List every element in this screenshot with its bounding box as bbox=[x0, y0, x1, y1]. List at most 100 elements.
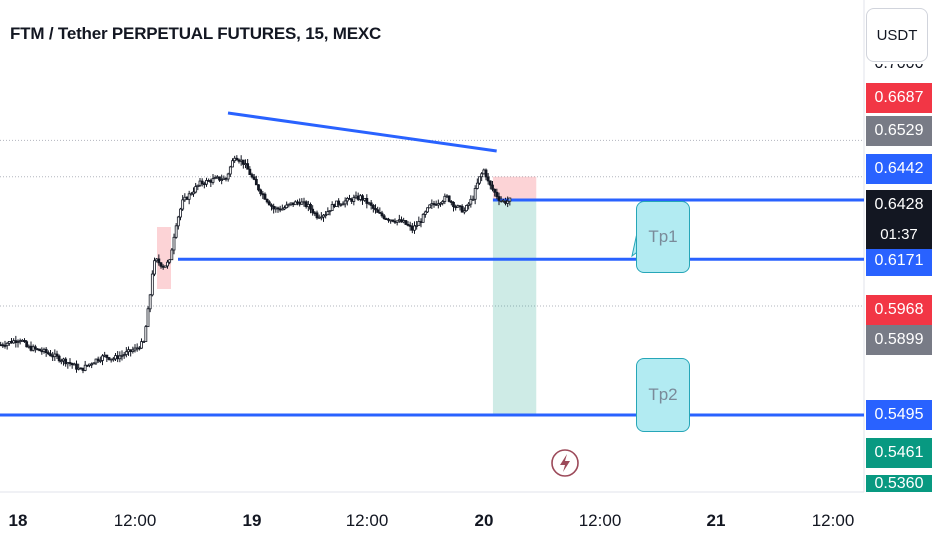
candle-body bbox=[484, 169, 488, 178]
candle-body bbox=[133, 347, 137, 351]
candle-body bbox=[289, 202, 293, 205]
candle-body bbox=[114, 355, 117, 360]
candle-body bbox=[153, 260, 156, 275]
candle-body bbox=[31, 346, 35, 351]
candle-body bbox=[109, 358, 113, 361]
candle-body bbox=[70, 362, 74, 366]
candle-body bbox=[3, 344, 7, 347]
trendline bbox=[227, 111, 497, 153]
candle-body bbox=[423, 211, 427, 215]
price-label: 0.6529 bbox=[866, 116, 932, 146]
candle-body bbox=[72, 363, 76, 366]
candle-body bbox=[83, 364, 87, 371]
candle-body bbox=[239, 159, 243, 162]
candle-body bbox=[341, 203, 345, 206]
candle-body bbox=[16, 341, 20, 344]
candle-body bbox=[391, 219, 395, 222]
price-label: 0.6428 bbox=[866, 190, 932, 220]
candle-body bbox=[122, 354, 126, 356]
candle-body bbox=[159, 262, 163, 267]
candle-body bbox=[434, 203, 438, 206]
candle-body bbox=[430, 203, 434, 206]
candle-body bbox=[137, 347, 141, 350]
candle-body bbox=[419, 221, 423, 223]
currency-button[interactable]: USDT bbox=[866, 8, 928, 62]
candle-body bbox=[283, 207, 286, 210]
candle-body bbox=[462, 210, 466, 213]
candle-body bbox=[161, 265, 165, 268]
candle-body bbox=[488, 180, 492, 186]
candle-body bbox=[319, 216, 323, 219]
candle-body bbox=[107, 357, 111, 360]
candle-body bbox=[68, 362, 72, 364]
candle-body bbox=[179, 208, 182, 218]
candle-body bbox=[192, 191, 195, 195]
candle-body bbox=[322, 214, 325, 218]
time-tick-label: 21 bbox=[706, 511, 726, 530]
candle-body bbox=[274, 207, 278, 210]
time-tick-label: 20 bbox=[474, 511, 494, 530]
candle-body bbox=[315, 212, 319, 219]
candle-body bbox=[393, 220, 397, 223]
candle-body bbox=[471, 198, 475, 201]
candle-body bbox=[241, 159, 245, 165]
candle-body bbox=[417, 221, 421, 226]
candle-body bbox=[135, 347, 139, 350]
candle-body bbox=[317, 216, 321, 219]
tp2-callout[interactable]: Tp2 bbox=[636, 358, 690, 432]
candle-body bbox=[25, 341, 29, 348]
candle-body bbox=[332, 204, 336, 207]
candle-body bbox=[311, 208, 315, 214]
candle-body bbox=[339, 203, 343, 206]
candle-body bbox=[400, 219, 403, 223]
candle-body bbox=[150, 273, 154, 296]
candle-body bbox=[248, 168, 252, 175]
candle-body bbox=[263, 193, 267, 200]
candle-body bbox=[287, 203, 291, 206]
candle-body bbox=[267, 201, 271, 206]
tp1-callout[interactable]: Tp1 bbox=[636, 201, 690, 273]
candle-body bbox=[506, 200, 510, 204]
candle-body bbox=[259, 189, 263, 195]
candle-body bbox=[378, 212, 382, 214]
candle-body bbox=[363, 198, 367, 201]
candle-body bbox=[352, 197, 356, 202]
candle-body bbox=[202, 183, 206, 186]
candle-body bbox=[187, 193, 191, 200]
candle-body bbox=[473, 188, 477, 200]
candle-body bbox=[300, 201, 304, 205]
candle-body bbox=[276, 207, 280, 210]
candle-body bbox=[469, 198, 473, 205]
candle-body bbox=[27, 345, 31, 348]
candle-body bbox=[85, 364, 89, 367]
candle-body bbox=[408, 224, 412, 227]
candle-body bbox=[57, 355, 61, 362]
candle-body bbox=[166, 261, 169, 267]
candle-body bbox=[296, 201, 299, 204]
candle-body bbox=[380, 212, 384, 217]
candle-body bbox=[365, 198, 369, 204]
candle-body bbox=[265, 198, 269, 203]
candle-body bbox=[155, 258, 159, 262]
candle-body bbox=[0, 344, 3, 347]
candle-body bbox=[415, 225, 419, 227]
candle-body bbox=[376, 209, 380, 213]
candle-body bbox=[29, 345, 33, 351]
candle-body bbox=[103, 354, 107, 357]
candle-body bbox=[14, 340, 18, 344]
time-tick-label: 19 bbox=[242, 511, 262, 530]
candle-body bbox=[291, 202, 295, 206]
candle-body bbox=[480, 173, 484, 178]
candle-body bbox=[38, 348, 42, 352]
candle-body bbox=[233, 157, 237, 162]
candle-body bbox=[356, 195, 360, 200]
price-label-partial: 0.7000 bbox=[866, 64, 932, 76]
candle-body bbox=[272, 205, 276, 210]
candle-body bbox=[224, 177, 228, 180]
candle-body bbox=[116, 355, 120, 360]
candle-body bbox=[77, 367, 81, 370]
candle-body bbox=[465, 205, 468, 212]
candle-body bbox=[111, 358, 115, 361]
bar-countdown: 01:37 bbox=[866, 219, 932, 249]
candle-body bbox=[306, 203, 310, 208]
